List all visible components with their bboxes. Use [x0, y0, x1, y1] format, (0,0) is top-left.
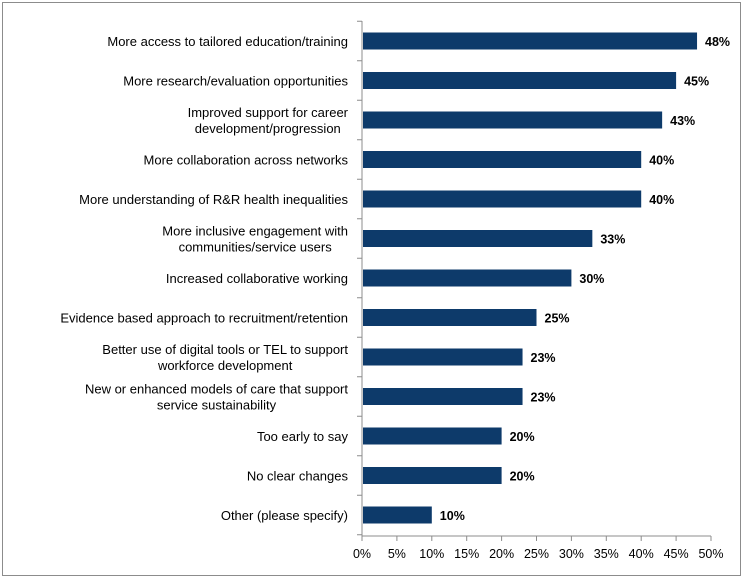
category-label: More research/evaluation opportunities	[123, 74, 348, 89]
data-label: 30%	[579, 272, 604, 286]
bar	[363, 151, 642, 168]
x-tick-label: 15%	[454, 547, 479, 561]
x-tick-label: 25%	[524, 547, 549, 561]
bar	[363, 230, 593, 247]
category-label: Other (please specify)	[221, 508, 348, 523]
x-tick-label: 0%	[353, 547, 371, 561]
x-tick-label: 50%	[698, 547, 723, 561]
bar	[363, 506, 432, 524]
x-tick-label: 35%	[594, 547, 619, 561]
bar	[363, 111, 663, 129]
data-label: 45%	[684, 75, 709, 89]
category-label: Evidence based approach to recruitment/r…	[60, 311, 348, 326]
x-tick-label: 40%	[629, 547, 654, 561]
bar	[363, 72, 677, 89]
data-label: 23%	[531, 351, 556, 365]
category-label: More access to tailored education/traini…	[107, 34, 348, 49]
category-label: No clear changes	[247, 469, 349, 484]
data-label: 20%	[510, 470, 535, 484]
bar	[363, 190, 642, 208]
x-tick-label: 5%	[388, 547, 406, 561]
data-label: 33%	[600, 233, 625, 247]
category-label: Better use of digital tools or TEL to su…	[102, 342, 348, 373]
data-label: 40%	[649, 193, 674, 207]
bar	[363, 348, 523, 366]
bar-chart: 48% More access to tailored education/tra…	[60, 20, 730, 561]
data-label: 40%	[649, 154, 674, 168]
data-label: 23%	[531, 391, 556, 405]
category-label: Increased collaborative working	[166, 271, 348, 286]
category-label: Too early to say	[257, 429, 349, 444]
data-label: 43%	[670, 114, 695, 128]
bar	[363, 309, 537, 326]
category-label: More inclusive engagement with communitie…	[162, 224, 348, 255]
bar	[363, 32, 698, 50]
data-label: 48%	[705, 35, 730, 49]
data-label: 25%	[545, 312, 570, 326]
category-label: New or enhanced models of care that supp…	[85, 382, 348, 413]
data-label: 10%	[440, 509, 465, 523]
category-label: More collaboration across networks	[144, 153, 349, 168]
bar	[363, 388, 523, 405]
x-tick-label: 45%	[664, 547, 689, 561]
x-tick-label: 30%	[559, 547, 584, 561]
x-tick-label: 10%	[419, 547, 444, 561]
x-tick-label: 20%	[489, 547, 514, 561]
data-label: 20%	[510, 430, 535, 444]
bar	[363, 269, 572, 287]
category-label: Improved support for career development/p…	[188, 105, 349, 136]
category-label: More understanding of R&R health inequal…	[79, 192, 348, 207]
bar	[363, 467, 502, 484]
bar	[363, 427, 502, 445]
